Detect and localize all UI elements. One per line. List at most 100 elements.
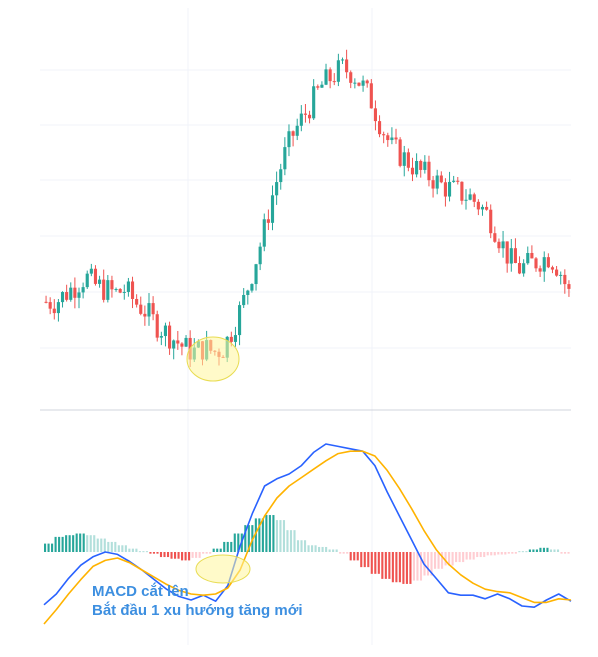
histogram-bar (388, 552, 391, 579)
histogram-bar (117, 545, 120, 552)
candle-body (52, 308, 56, 314)
candle-body (517, 263, 522, 274)
candle-body (505, 241, 509, 264)
candle-body (291, 131, 295, 136)
histogram-bar (135, 548, 138, 552)
histogram-bar (521, 551, 524, 553)
histogram-bar (72, 535, 75, 552)
candle-body (485, 206, 489, 210)
histogram-bar (483, 552, 486, 558)
histogram-bar (311, 545, 314, 552)
histogram-bar (444, 552, 447, 566)
candle-body (122, 291, 126, 293)
candle-body (172, 340, 176, 349)
histogram-bar (275, 520, 278, 552)
histogram-bar (486, 552, 489, 556)
candle-body (93, 268, 98, 284)
candle-body (365, 80, 369, 84)
candle-body (155, 314, 159, 338)
histogram-bar (233, 533, 236, 552)
histogram-bar (511, 552, 514, 554)
candle-body (85, 273, 89, 288)
histogram-bar (205, 552, 208, 554)
histogram-bar (195, 552, 198, 558)
candle-body (73, 287, 77, 298)
histogram-bar (191, 552, 194, 558)
histogram-bar (349, 552, 352, 561)
candle-body (287, 131, 291, 148)
candle-body (402, 152, 406, 166)
candle-body (163, 325, 168, 337)
candle-body (139, 304, 143, 314)
candle-body (44, 301, 48, 303)
histogram-bar (202, 552, 205, 554)
histogram-bar (314, 545, 317, 552)
candle-body (176, 340, 180, 344)
histogram-bar (490, 552, 493, 556)
histogram-bar (448, 552, 451, 566)
histogram-bar (353, 552, 356, 561)
candle-body (151, 303, 155, 315)
highlight-price-zone (186, 336, 240, 382)
histogram-bar (563, 552, 567, 554)
histogram-bar (549, 549, 553, 552)
histogram-bar (54, 536, 57, 552)
histogram-bar (184, 552, 187, 561)
histogram-bar (258, 518, 261, 552)
candle-body (270, 195, 275, 223)
candle-body (386, 135, 390, 141)
histogram-bar (198, 552, 201, 558)
histogram-bar (181, 552, 184, 561)
histogram-bar (149, 552, 152, 554)
candle-body (118, 289, 122, 293)
price-pane (44, 49, 571, 368)
histogram-bar (556, 549, 560, 552)
histogram-bar (419, 552, 423, 581)
candle-body (299, 113, 303, 126)
histogram-bar (212, 548, 215, 552)
candle-body (377, 121, 382, 135)
histogram-bar (398, 552, 401, 583)
histogram-bar (433, 552, 437, 569)
candle-body (443, 182, 447, 197)
histogram-bar (68, 535, 71, 552)
candle-body (258, 246, 262, 265)
candle-body (332, 81, 336, 83)
candle-body (353, 82, 357, 84)
candle-body (316, 86, 320, 88)
candle-body (98, 279, 102, 284)
candle-body (56, 302, 60, 314)
candle-body (447, 181, 452, 197)
candle-body (513, 248, 517, 264)
candle-body (480, 206, 485, 210)
histogram-bar (416, 552, 419, 581)
histogram-bar (465, 552, 468, 560)
candle-body (398, 139, 402, 166)
candle-body (250, 284, 254, 291)
histogram-bar (142, 551, 145, 553)
histogram-bar (560, 552, 563, 554)
candle-body (501, 241, 505, 249)
candle-body (542, 257, 546, 272)
histogram-bar (75, 533, 78, 552)
candle-body (472, 194, 476, 202)
histogram-bar (100, 538, 103, 552)
candle-body (295, 125, 299, 136)
candle-body (345, 59, 349, 73)
histogram-bar (542, 547, 546, 552)
histogram-bar (166, 552, 170, 558)
histogram-bar (476, 552, 479, 558)
histogram-bar (332, 549, 335, 552)
histogram-bar (535, 549, 538, 552)
histogram-bar (124, 545, 127, 552)
histogram-bar (553, 549, 556, 552)
candle-body (456, 180, 460, 182)
candle-body (229, 336, 233, 342)
candle-body (460, 181, 464, 201)
candle-body (555, 269, 559, 276)
candle-body (159, 336, 163, 338)
histogram-bar (61, 536, 64, 552)
histogram-bar (237, 533, 240, 552)
histogram-bar (289, 530, 293, 552)
histogram-bar (188, 552, 191, 561)
